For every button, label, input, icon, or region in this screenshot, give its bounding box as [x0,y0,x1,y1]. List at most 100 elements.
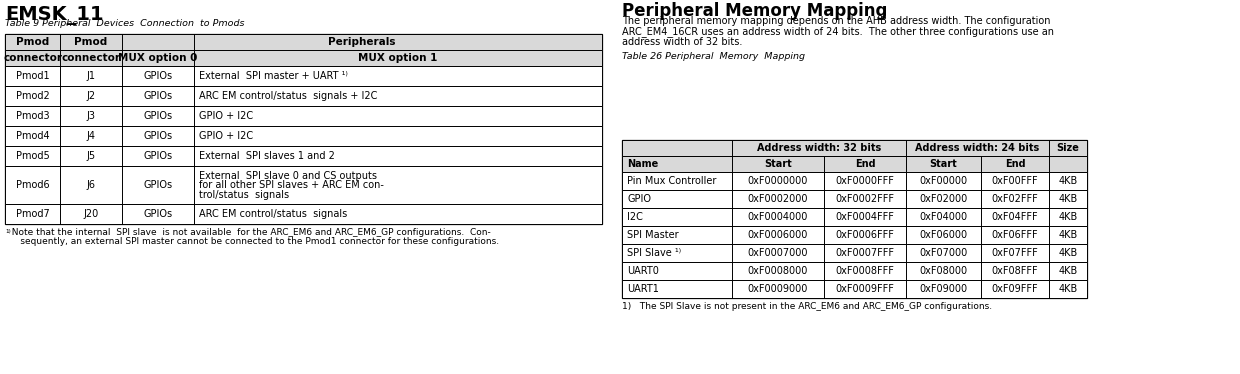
Text: Peripherals: Peripherals [329,37,396,47]
Text: GPIOs: GPIOs [144,131,172,141]
Text: End: End [1004,159,1025,169]
Bar [622,156,1087,172]
Text: External  SPI master + UART ¹⁾: External SPI master + UART ¹⁾ [198,71,348,81]
Text: End: End [854,159,875,169]
Text: Address width: 24 bits: Address width: 24 bits [915,143,1039,153]
Bar [622,208,1087,226]
Text: 0xF0008FFF: 0xF0008FFF [836,266,894,276]
Text: Pmod3: Pmod3 [16,111,50,121]
Text: J6: J6 [87,180,95,190]
Text: UART0: UART0 [627,266,658,276]
Text: Pmod: Pmod [16,37,50,47]
Text: 4KB: 4KB [1059,194,1078,204]
Text: 0xF0006000: 0xF0006000 [748,230,808,240]
Bar [622,226,1087,244]
Bar [622,140,1087,298]
Text: Pmod6: Pmod6 [16,180,50,190]
Text: 0xF00FFF: 0xF00FFF [992,176,1038,186]
Text: 0xF0002000: 0xF0002000 [748,194,808,204]
Text: sequently, an external SPI master cannot be connected to the Pmod1 connector for: sequently, an external SPI master cannot… [6,236,500,245]
Text: Address width: 32 bits: Address width: 32 bits [756,143,882,153]
Text: ¹⁾: ¹⁾ [5,228,11,237]
Text: 4KB: 4KB [1059,266,1078,276]
Text: 4KB: 4KB [1059,284,1078,294]
Text: MUX option 1: MUX option 1 [358,53,438,63]
Bar [5,86,601,106]
Bar [622,244,1087,262]
Bar [5,34,601,50]
Text: 1)   The SPI Slave is not present in the ARC_EM6 and ARC_EM6_GP configurations.: 1) The SPI Slave is not present in the A… [622,302,992,311]
Text: J1: J1 [87,71,95,81]
Text: Size: Size [1056,143,1080,153]
Text: 0xF0002FFF: 0xF0002FFF [836,194,894,204]
Text: J4: J4 [87,131,95,141]
Text: 0xF0006FFF: 0xF0006FFF [836,230,894,240]
Bar [5,166,601,204]
Text: SPI Master: SPI Master [627,230,678,240]
Bar [5,106,601,126]
Text: Pmod4: Pmod4 [16,131,50,141]
Text: GPIOs: GPIOs [144,209,172,219]
Text: SPI Slave ¹⁾: SPI Slave ¹⁾ [627,248,681,258]
Text: EMSK_11: EMSK_11 [5,6,104,25]
Bar [5,126,601,146]
Text: External  SPI slave 0 and CS outputs: External SPI slave 0 and CS outputs [198,171,377,181]
Text: Table 26 Peripheral  Memory  Mapping: Table 26 Peripheral Memory Mapping [622,52,805,61]
Text: GPIOs: GPIOs [144,71,172,81]
Text: Note that the internal  SPI slave  is not available  for the ARC_EM6 and ARC_EM6: Note that the internal SPI slave is not … [6,228,491,237]
Text: 0xF0008000: 0xF0008000 [748,266,808,276]
Text: 0xF08000: 0xF08000 [919,266,967,276]
Bar [5,146,601,166]
Text: 0xF09000: 0xF09000 [919,284,967,294]
Bar [622,172,1087,190]
Text: ARC_EM4_16CR uses an address width of 24 bits.  The other three configurations u: ARC_EM4_16CR uses an address width of 24… [622,27,1054,37]
Text: Pmod7: Pmod7 [16,209,50,219]
Text: 0xF04000: 0xF04000 [919,212,967,222]
Text: 0xF06000: 0xF06000 [919,230,967,240]
Text: Pmod5: Pmod5 [16,151,50,161]
Text: 0xF08FFF: 0xF08FFF [992,266,1038,276]
Text: ARC EM control/status  signals: ARC EM control/status signals [198,209,347,219]
Text: GPIO + I2C: GPIO + I2C [198,111,253,121]
Bar [622,140,1087,156]
Text: 0xF07000: 0xF07000 [919,248,967,258]
Bar [5,34,601,224]
Text: 0xF0009FFF: 0xF0009FFF [836,284,894,294]
Text: GPIOs: GPIOs [144,180,172,190]
Bar [622,190,1087,208]
Text: External  SPI slaves 1 and 2: External SPI slaves 1 and 2 [198,151,335,161]
Text: 0xF06FFF: 0xF06FFF [992,230,1038,240]
Text: 4KB: 4KB [1059,230,1078,240]
Bar [5,204,601,224]
Bar [622,262,1087,280]
Text: Pin Mux Controller: Pin Mux Controller [627,176,717,186]
Text: Pmod: Pmod [74,37,108,47]
Text: 0xF0000000: 0xF0000000 [748,176,808,186]
Text: 4KB: 4KB [1059,248,1078,258]
Text: 4KB: 4KB [1059,212,1078,222]
Text: connector: connector [2,53,62,63]
Text: GPIOs: GPIOs [144,151,172,161]
Text: Start: Start [764,159,792,169]
Text: GPIO: GPIO [627,194,651,204]
Text: 0xF0007FFF: 0xF0007FFF [836,248,894,258]
Text: 0xF0007000: 0xF0007000 [748,248,808,258]
Text: 0xF02FFF: 0xF02FFF [992,194,1038,204]
Text: GPIO + I2C: GPIO + I2C [198,131,253,141]
Text: 0xF07FFF: 0xF07FFF [992,248,1038,258]
Bar [622,280,1087,298]
Text: Table 9 Peripheral  Devices  Connection  to Pmods: Table 9 Peripheral Devices Connection to… [5,19,244,28]
Text: GPIOs: GPIOs [144,111,172,121]
Text: The peripheral memory mapping depends on the AHB address width. The configuratio: The peripheral memory mapping depends on… [622,16,1050,26]
Text: I2C: I2C [627,212,642,222]
Text: J3: J3 [87,111,95,121]
Text: MUX option 0: MUX option 0 [118,53,197,63]
Text: 4KB: 4KB [1059,176,1078,186]
Text: connector: connector [62,53,120,63]
Text: GPIOs: GPIOs [144,91,172,101]
Text: 0xF0004000: 0xF0004000 [748,212,808,222]
Text: 0xF04FFF: 0xF04FFF [992,212,1038,222]
Text: for all other SPI slaves + ARC EM con-: for all other SPI slaves + ARC EM con- [198,180,384,190]
Text: Pmod2: Pmod2 [16,91,50,101]
Text: Name: Name [627,159,658,169]
